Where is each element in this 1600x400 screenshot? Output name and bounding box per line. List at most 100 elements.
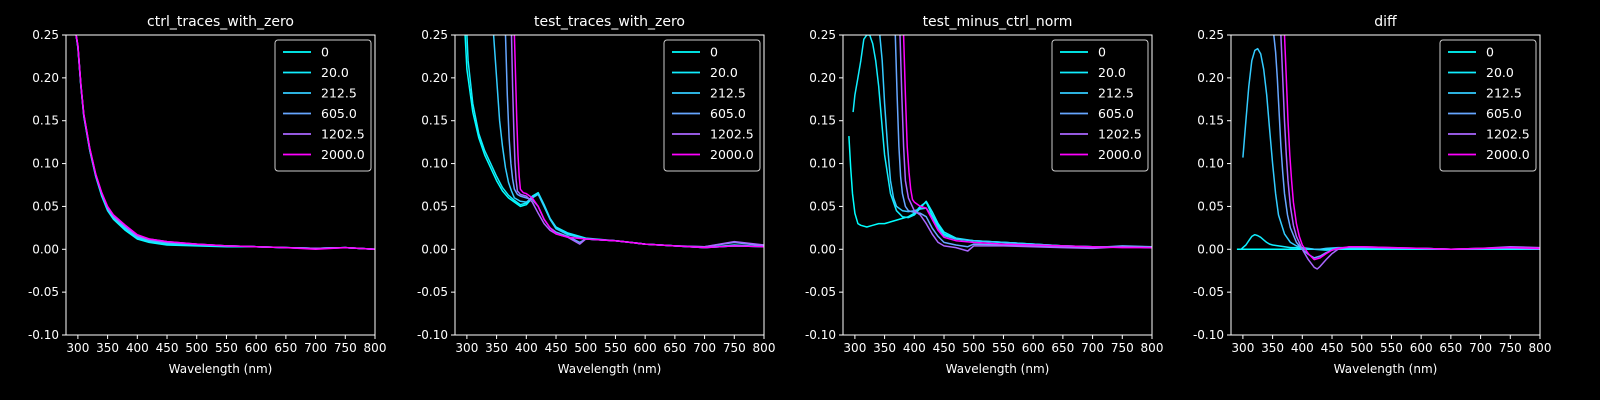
x-tick-label: 700 [304, 341, 327, 355]
x-axis-label: Wavelength (nm) [1334, 362, 1438, 376]
x-tick-label: 400 [1291, 341, 1314, 355]
x-tick-label: 750 [1111, 341, 1134, 355]
y-tick-label: 0.20 [32, 71, 59, 85]
y-tick-label: 0.15 [32, 114, 59, 128]
legend-label: 1202.5 [321, 127, 365, 142]
legend: 0 20.0 212.5 605.0 1202.5 2000.0 [1439, 39, 1537, 172]
x-tick-label: 500 [185, 341, 208, 355]
legend-label: 0 [1098, 45, 1106, 60]
x-tick-label: 650 [663, 341, 686, 355]
series-line-2000-0 [75, 35, 375, 251]
legend-label: 0 [321, 45, 329, 60]
x-tick-label: 350 [1261, 341, 1284, 355]
legend-label: 605.0 [710, 106, 746, 121]
legend-label: 2000.0 [321, 147, 365, 162]
x-tick-label: 350 [873, 341, 896, 355]
y-tick-label: 0.05 [32, 199, 59, 213]
x-tick-label: 400 [126, 341, 149, 355]
chart-title: test_minus_ctrl_norm [923, 14, 1073, 30]
y-tick-label: -0.05 [805, 285, 836, 299]
x-tick-label: 550 [215, 341, 238, 355]
x-tick-label: 700 [693, 341, 716, 355]
plot-lines [464, 35, 764, 249]
subplot-test-minus-ctrl: 300 350 400 450 500 550 600 650 700 750 800 -0.10 -0… [805, 14, 1164, 376]
legend-label: 605.0 [321, 106, 357, 121]
y-tick-label: 0.00 [809, 242, 836, 256]
x-tick-label: 750 [1499, 341, 1522, 355]
subplot-ctrl-traces: 300 350 400 450 500 550 600 650 700 750 800 -0.10 -0… [28, 14, 387, 376]
y-tick-label: 0.20 [1197, 71, 1224, 85]
plot-lines [75, 35, 375, 251]
x-axis-label: Wavelength (nm) [169, 362, 273, 376]
x-tick-label: 500 [574, 341, 597, 355]
axes-frame [65, 34, 376, 336]
x-tick-label: 450 [933, 341, 956, 355]
x-tick-label: 650 [1439, 341, 1462, 355]
x-tick-label: 450 [156, 341, 179, 355]
y-tick-label: -0.05 [28, 285, 59, 299]
x-tick-label: 600 [634, 341, 657, 355]
x-tick-label: 350 [485, 341, 508, 355]
legend: 0 20.0 212.5 605.0 1202.5 2000.0 [663, 39, 761, 172]
series-line-2000-0 [902, 35, 1152, 249]
y-tick-label: 0.00 [421, 242, 448, 256]
x-tick-label: 450 [1321, 341, 1344, 355]
y-tick-label: 0.10 [1197, 157, 1224, 171]
legend: 0 20.0 212.5 605.0 1202.5 2000.0 [1051, 39, 1149, 172]
chart-title: diff [1374, 14, 1397, 30]
series-line-2000-0 [513, 35, 764, 249]
legend-label: 2000.0 [1098, 147, 1142, 162]
y-tick-label: 0.25 [1197, 28, 1224, 42]
x-tick-label: 550 [604, 341, 627, 355]
y-tick-label: 0.05 [421, 199, 448, 213]
x-tick-label: 350 [96, 341, 119, 355]
axes-frame [454, 34, 765, 336]
x-tick-label: 300 [1231, 341, 1254, 355]
y-tick-label: 0.00 [32, 242, 59, 256]
legend-label: 0 [710, 45, 718, 60]
x-tick-label: 800 [1529, 341, 1552, 355]
x-tick-label: 550 [992, 341, 1015, 355]
chart-title: test_traces_with_zero [534, 14, 685, 30]
x-tick-label: 400 [515, 341, 538, 355]
legend-label: 1202.5 [710, 127, 754, 142]
y-tick-label: 0.25 [809, 28, 836, 42]
series-line-605-0 [894, 35, 1152, 249]
x-tick-label: 300 [66, 341, 89, 355]
legend-label: 1202.5 [1486, 127, 1530, 142]
y-tick-label: 0.10 [421, 157, 448, 171]
x-tick-label: 700 [1081, 341, 1104, 355]
x-tick-label: 300 [455, 341, 478, 355]
x-tick-label: 450 [545, 341, 568, 355]
plot-lines [1236, 35, 1540, 270]
legend-label: 212.5 [710, 86, 746, 101]
y-tick-label: 0.25 [32, 28, 59, 42]
legend-label: 20.0 [321, 65, 349, 80]
legend-label: 605.0 [1098, 106, 1134, 121]
legend-label: 212.5 [1098, 86, 1134, 101]
x-axis-label: Wavelength (nm) [946, 362, 1050, 376]
x-tick-label: 500 [962, 341, 985, 355]
x-tick-label: 800 [364, 341, 387, 355]
subplot-test-traces: 300 350 400 450 500 550 600 650 700 750 800 -0.10 -0… [417, 14, 776, 376]
x-tick-label: 750 [334, 341, 357, 355]
x-tick-label: 600 [1410, 341, 1433, 355]
x-tick-label: 400 [903, 341, 926, 355]
legend-label: 20.0 [1098, 65, 1126, 80]
y-tick-label: -0.10 [805, 328, 836, 342]
y-tick-label: 0.05 [809, 199, 836, 213]
x-tick-label: 600 [1022, 341, 1045, 355]
x-tick-label: 600 [245, 341, 268, 355]
y-tick-label: 0.25 [421, 28, 448, 42]
x-tick-label: 700 [1469, 341, 1492, 355]
x-tick-label: 300 [843, 341, 866, 355]
x-axis-label: Wavelength (nm) [558, 362, 662, 376]
plot-lines [848, 35, 1152, 252]
y-tick-label: 0.00 [1197, 242, 1224, 256]
y-tick-label: -0.05 [1193, 285, 1224, 299]
x-tick-label: 800 [753, 341, 776, 355]
y-tick-label: -0.10 [28, 328, 59, 342]
legend-label: 20.0 [1486, 65, 1514, 80]
